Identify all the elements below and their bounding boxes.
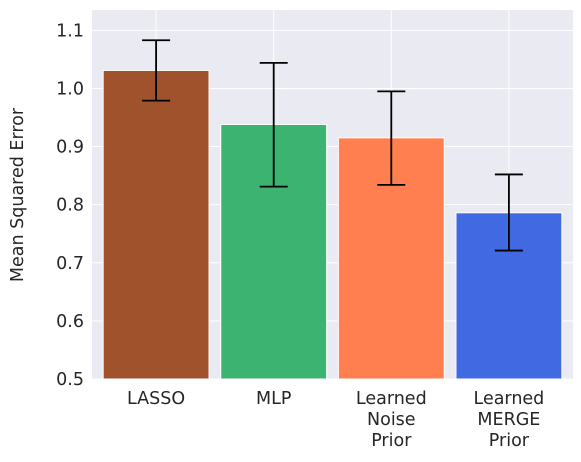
y-tick-label: 0.9 (56, 138, 84, 158)
x-tick-label: LASSO (127, 389, 185, 409)
y-tick-label: 0.5 (56, 370, 84, 390)
x-axis-ticks: LASSO MLP Learned Noise Prior Learned MERGE Pri… (127, 389, 544, 451)
x-tick-label: MLP (256, 389, 291, 409)
y-axis-label: Mean Squared Error (8, 107, 28, 282)
y-tick-label: 0.8 (56, 196, 84, 216)
bar (102, 69, 210, 380)
y-tick-label: 0.6 (56, 312, 84, 332)
x-tick-label: Learned MERGE Prior (474, 389, 545, 451)
y-axis-ticks: 0.5 0.6 0.7 0.8 0.9 1.0 1.1 (56, 21, 84, 390)
y-tick-label: 1.1 (56, 21, 84, 41)
x-tick-label: Learned Noise Prior (356, 389, 427, 451)
y-tick-label: 0.7 (56, 254, 84, 274)
bars (102, 69, 563, 380)
error-bars (142, 39, 523, 252)
y-tick-label: 1.0 (56, 79, 84, 99)
